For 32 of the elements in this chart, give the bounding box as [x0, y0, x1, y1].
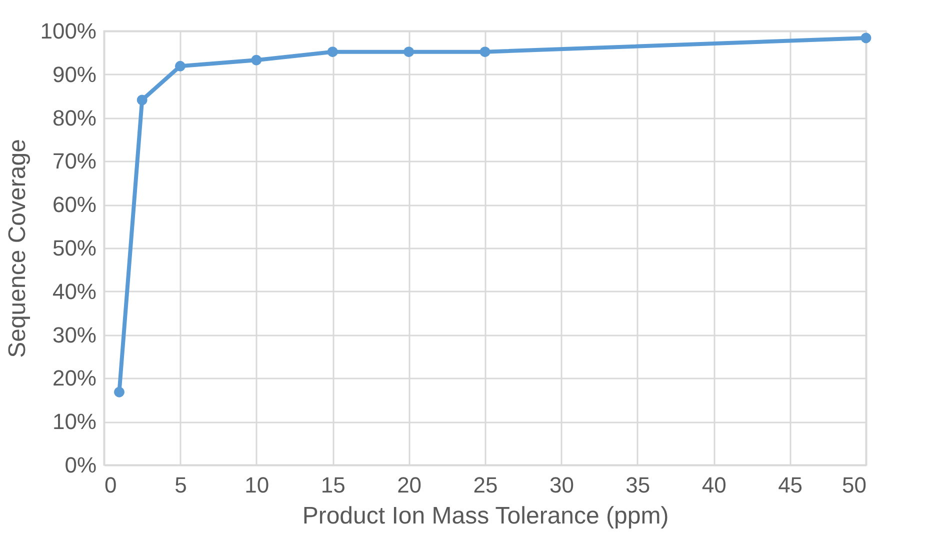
x-tick-label: 0 [104, 472, 117, 498]
y-axis-title: Sequence Coverage [4, 139, 32, 358]
x-tick-label: 35 [626, 472, 650, 498]
x-tick-label: 25 [473, 472, 498, 498]
y-tick-label: 0% [64, 452, 96, 478]
point [327, 46, 338, 58]
point [404, 46, 414, 58]
x-tick-label: 30 [549, 472, 574, 498]
x-tick-label: 10 [244, 472, 270, 498]
y-tick-label: 20% [52, 366, 96, 391]
x-axis-title: Product Ion Mass Tolerance (ppm) [302, 502, 669, 530]
x-tick-label: 5 [174, 472, 187, 498]
y-tick-label: 90% [52, 62, 96, 87]
y-tick-label: 60% [52, 192, 96, 218]
point [114, 386, 124, 398]
point [174, 60, 186, 72]
y-tick-label: 100% [40, 18, 96, 44]
y-tick-label: 50% [52, 236, 96, 260]
y-tick-label: 80% [52, 105, 96, 130]
y-tick-label: 40% [52, 278, 96, 304]
x-tick-label: 15 [320, 472, 346, 498]
x-tick-label: 40 [702, 472, 726, 498]
point [860, 32, 872, 44]
x-tick-label: 50 [842, 472, 866, 498]
point [136, 94, 148, 106]
y-tick-label: 30% [52, 322, 96, 348]
point [480, 46, 490, 58]
point [251, 54, 262, 66]
y-tick-label: 70% [52, 148, 96, 174]
x-tick-label: 20 [397, 472, 422, 498]
y-tick-label: 10% [52, 409, 96, 434]
x-tick-label: 45 [778, 472, 803, 498]
